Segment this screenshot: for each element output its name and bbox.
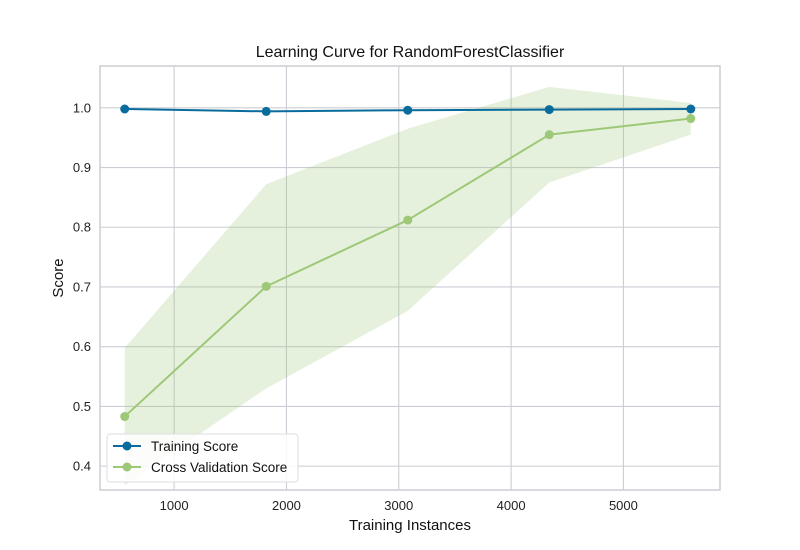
y-tick-label: 0.7 xyxy=(73,279,91,294)
y-tick-label: 0.6 xyxy=(73,339,91,354)
data-point xyxy=(403,105,413,115)
confidence-band xyxy=(124,86,691,486)
data-point xyxy=(544,130,554,140)
legend-label: Training Score xyxy=(151,439,238,454)
x-tick-label: 5000 xyxy=(609,498,638,513)
y-tick-label: 0.5 xyxy=(73,399,91,414)
tick-labels: 1000 2000 3000 4000 5000 0.4 0.5 0.6 0.7 0.8 0.9 1.… xyxy=(73,100,638,513)
legend-marker xyxy=(122,441,132,451)
y-tick-label: 0.8 xyxy=(73,220,91,235)
plot-background xyxy=(100,66,720,490)
legend: Training Score Cross Validation Score xyxy=(106,433,299,483)
y-tick-label: 1.0 xyxy=(73,100,91,115)
x-tick-label: 3000 xyxy=(384,498,413,513)
x-tick-label: 2000 xyxy=(272,498,301,513)
data-point xyxy=(544,105,554,115)
data-point xyxy=(261,106,271,116)
data-point xyxy=(403,215,413,225)
data-region xyxy=(120,86,696,486)
plot-frame xyxy=(99,65,721,491)
x-tick-label: 1000 xyxy=(160,498,189,513)
legend-label: Cross Validation Score xyxy=(151,460,287,475)
legend-box xyxy=(106,433,299,483)
data-point xyxy=(120,104,130,114)
data-point xyxy=(261,281,271,291)
chart-title: Learning Curve for RandomForestClassifie… xyxy=(256,44,565,61)
y-tick-label: 0.4 xyxy=(73,459,91,474)
data-point xyxy=(686,104,696,114)
data-point xyxy=(686,114,696,124)
plot-area: 1000 2000 3000 4000 5000 0.4 0.5 0.6 0.7 0.8 0.9 1.… xyxy=(73,65,721,513)
y-tick-label: 0.9 xyxy=(73,160,91,175)
legend-marker xyxy=(122,462,132,472)
x-axis-title: Training Instances xyxy=(349,517,471,534)
data-point xyxy=(120,412,130,422)
x-tick-label: 4000 xyxy=(497,498,526,513)
y-axis-title: Score xyxy=(50,258,67,297)
